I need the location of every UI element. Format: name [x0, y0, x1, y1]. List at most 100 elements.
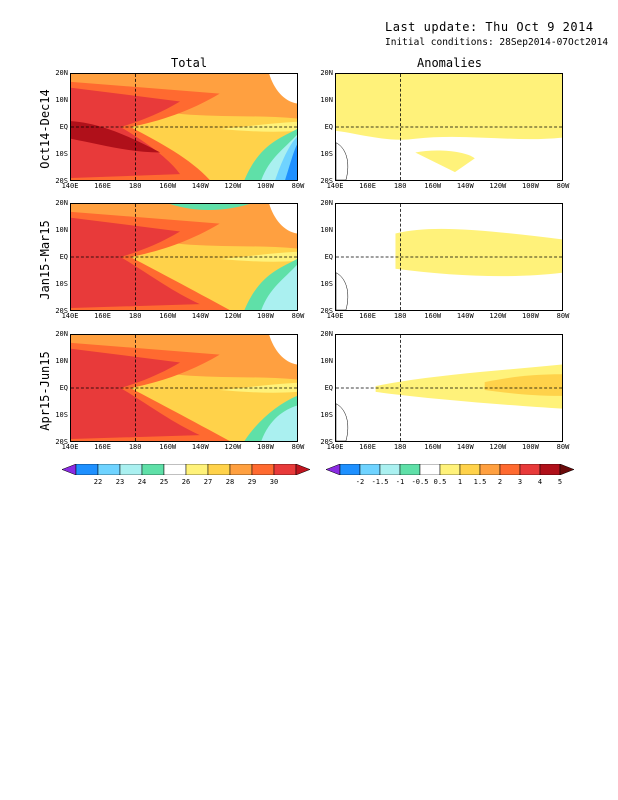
colorbar-tick-label: 25 — [159, 478, 169, 486]
colorbar-segment — [75, 464, 99, 475]
colorbar-tick-label: 27 — [203, 478, 213, 486]
lat-tick-label: 20N — [55, 330, 68, 338]
lon-tick-label: 100W — [521, 312, 539, 320]
colorbar-tick-label: 28 — [225, 478, 235, 486]
lon-tick-label: 140W — [191, 312, 209, 320]
lon-tick-label: 140W — [191, 443, 209, 451]
lon-tick-label: 140W — [456, 443, 474, 451]
lon-tick-label: 120W — [224, 182, 242, 190]
land-mass — [269, 335, 297, 365]
contour-band — [71, 121, 161, 153]
colorbar-segment — [479, 464, 501, 475]
anomaly-region — [375, 364, 562, 409]
total-map-panel — [70, 334, 298, 442]
lon-tick-label: 100W — [521, 443, 539, 451]
colorbar-arrow — [295, 464, 310, 475]
lon-tick-label: 160W — [424, 443, 442, 451]
anomalies-colorbar — [326, 464, 574, 475]
colorbar-segment — [97, 464, 121, 475]
lon-tick-label: 160E — [359, 182, 376, 190]
colorbar-tick-label: 3 — [517, 478, 523, 486]
colorbar-tick-label: -2 — [355, 478, 365, 486]
lon-tick-label: 120W — [489, 443, 507, 451]
lat-tick-label: 10N — [320, 96, 333, 104]
colorbar-tick-label: 1 — [457, 478, 463, 486]
contour-band — [71, 87, 181, 179]
lon-tick-label: 100W — [521, 182, 539, 190]
lat-tick-label: EQ — [59, 123, 68, 131]
lon-tick-label: 160E — [359, 443, 376, 451]
lon-tick-label: 120W — [489, 312, 507, 320]
contour-band — [261, 264, 297, 310]
colorbar-segment — [185, 464, 209, 475]
land-mass — [269, 74, 297, 104]
colorbar-segment — [229, 464, 253, 475]
contour-band — [285, 144, 297, 180]
lat-tick-label: 20N — [55, 199, 68, 207]
colorbar-tick-label: 4 — [537, 478, 543, 486]
lon-tick-label: 100W — [256, 182, 274, 190]
colorbar-tick-label: 5 — [557, 478, 563, 486]
lon-tick-label: 140W — [456, 182, 474, 190]
lat-tick-label: EQ — [324, 384, 333, 392]
lat-tick-label: 10N — [320, 226, 333, 234]
lat-tick-label: 20N — [55, 69, 68, 77]
colorbar-segment — [339, 464, 361, 475]
lon-tick-label: 160E — [94, 312, 111, 320]
lon-tick-label: 160W — [424, 312, 442, 320]
colorbar-arrow — [326, 464, 341, 475]
contour-band — [219, 382, 297, 393]
lat-tick-label: EQ — [324, 253, 333, 261]
lon-tick-label: 160W — [159, 182, 177, 190]
lon-tick-label: 180 — [128, 443, 142, 451]
colorbar-tick-label: -1 — [395, 478, 405, 486]
colorbar-segment — [359, 464, 381, 475]
total-map-panel — [70, 203, 298, 311]
colorbar-tick-label: 30 — [269, 478, 279, 486]
colorbar-tick-label: 2 — [497, 478, 503, 486]
lon-tick-label: 160E — [359, 312, 376, 320]
lon-tick-label: 80W — [291, 312, 305, 320]
lon-tick-label: 160E — [94, 443, 111, 451]
colorbar-segment — [439, 464, 461, 475]
contour-band — [170, 204, 250, 210]
lon-tick-label: 160E — [94, 182, 111, 190]
lon-tick-label: 80W — [291, 182, 305, 190]
lon-tick-label: 180 — [128, 312, 142, 320]
lat-tick-label: 10N — [55, 226, 68, 234]
colorbar-segment — [399, 464, 421, 475]
lon-tick-label: 80W — [556, 312, 570, 320]
lon-tick-label: 160W — [159, 312, 177, 320]
anomaly-region — [415, 150, 475, 173]
anomalies-column-title: Anomalies — [417, 56, 483, 70]
land-mass — [336, 403, 349, 441]
lat-tick-label: EQ — [59, 253, 68, 261]
colorbar-arrow — [62, 464, 77, 475]
colorbar-tick-label: 23 — [115, 478, 125, 486]
lon-tick-label: 180 — [393, 443, 407, 451]
lat-tick-label: 20S — [55, 307, 68, 315]
colorbar-tick-label: 0.5 — [433, 478, 447, 486]
lat-tick-label: 10S — [55, 280, 68, 288]
lat-tick-label: EQ — [59, 384, 68, 392]
colorbar-segment — [379, 464, 401, 475]
colorbar-segment — [419, 464, 441, 475]
lat-tick-label: 10N — [320, 357, 333, 365]
total-column-title: Total — [171, 56, 208, 70]
lat-tick-label: 20S — [320, 177, 333, 185]
contour-band — [71, 348, 200, 440]
lat-tick-label: 20N — [320, 199, 333, 207]
colorbar-segment — [141, 464, 165, 475]
lon-tick-label: 140W — [456, 312, 474, 320]
land-mass — [336, 142, 349, 180]
lon-tick-label: 80W — [556, 443, 570, 451]
colorbar-tick-label: 26 — [181, 478, 191, 486]
colorbar-tick-label: -0.5 — [411, 478, 429, 486]
lon-tick-label: 140E — [326, 182, 344, 190]
lon-tick-label: 140E — [326, 312, 344, 320]
contour-band — [219, 121, 297, 132]
lon-tick-label: 180 — [393, 182, 407, 190]
colorbar-segment — [499, 464, 521, 475]
lat-tick-label: 10S — [320, 411, 333, 419]
lon-tick-label: 180 — [128, 182, 142, 190]
